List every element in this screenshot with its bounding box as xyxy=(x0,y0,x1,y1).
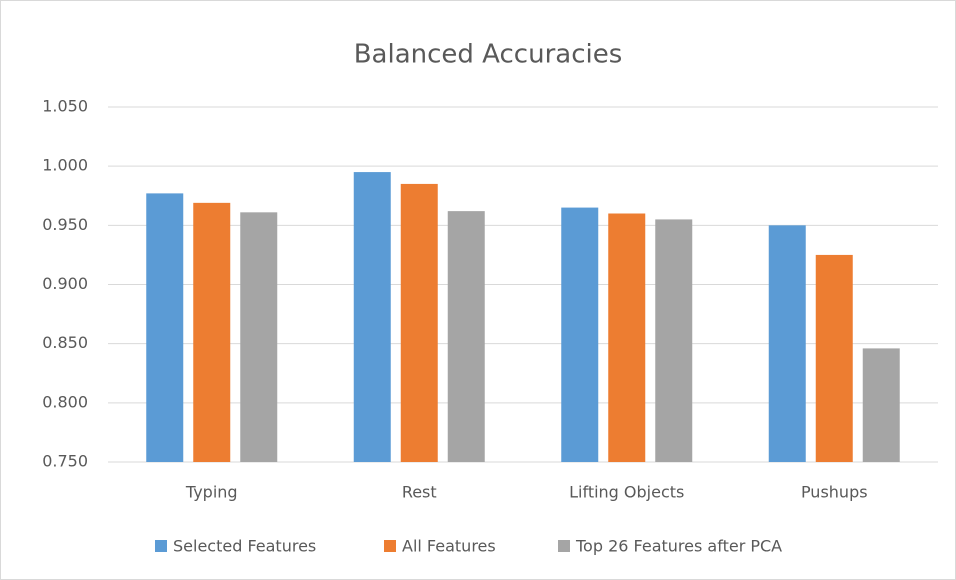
x-tick-label: Pushups xyxy=(801,483,868,502)
legend-label: All Features xyxy=(402,537,496,556)
x-tick-label: Typing xyxy=(185,483,238,502)
y-tick-label: 1.000 xyxy=(42,156,88,175)
legend-label: Selected Features xyxy=(173,537,316,556)
x-tick-label: Lifting Objects xyxy=(569,483,684,502)
bar xyxy=(193,202,231,462)
x-tick-label: Rest xyxy=(402,483,437,502)
bar xyxy=(447,211,485,462)
legend-swatch xyxy=(558,540,570,552)
bar xyxy=(561,207,599,462)
legend-swatch xyxy=(384,540,396,552)
legend-label: Top 26 Features after PCA xyxy=(575,537,782,556)
y-tick-label: 0.900 xyxy=(42,274,88,293)
bar xyxy=(608,213,646,462)
bar xyxy=(353,172,391,463)
bar xyxy=(240,212,278,462)
legend-swatch xyxy=(155,540,167,552)
bar xyxy=(655,219,693,462)
y-tick-label: 1.050 xyxy=(42,97,88,116)
bar xyxy=(146,193,184,462)
bar xyxy=(815,254,853,462)
bar xyxy=(862,348,900,462)
y-tick-label: 0.800 xyxy=(42,392,88,411)
y-tick-label: 0.750 xyxy=(42,452,88,471)
bar xyxy=(400,183,438,462)
bar xyxy=(768,225,806,462)
y-tick-label: 0.850 xyxy=(42,333,88,352)
chart-title: Balanced Accuracies xyxy=(354,40,623,70)
y-tick-label: 0.950 xyxy=(42,215,88,234)
